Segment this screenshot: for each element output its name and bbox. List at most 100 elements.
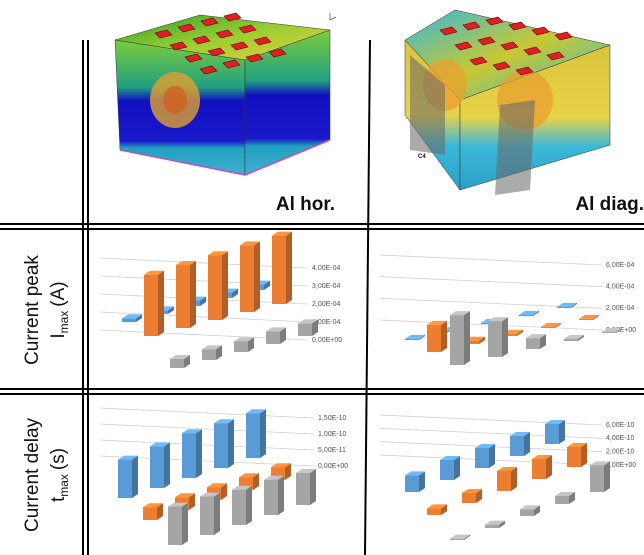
- bar-top: [555, 492, 575, 496]
- bar-side: [280, 327, 286, 344]
- y-tick-label: 2,00E-10: [606, 449, 635, 456]
- table-lines: [0, 39, 644, 555]
- bar-side: [246, 485, 252, 525]
- bar-side: [285, 463, 291, 480]
- bar-side: [189, 493, 195, 510]
- y-tick-label: 1,00E-04: [312, 319, 341, 326]
- bar-top: [271, 463, 291, 468]
- bar: [555, 496, 569, 504]
- bar: [182, 433, 196, 478]
- bar-top: [200, 492, 220, 497]
- bar-top: [427, 320, 447, 325]
- bar: [122, 318, 136, 322]
- bar: [168, 506, 182, 545]
- bar-top: [579, 314, 599, 319]
- bar-top: [240, 241, 260, 246]
- bar-top: [440, 456, 460, 460]
- y-tick-label: 0,00E+00: [606, 327, 636, 334]
- bar-side: [232, 288, 238, 298]
- y-tick-label: 0,00E+00: [312, 337, 342, 344]
- bar: [450, 315, 464, 365]
- grid-line: [379, 427, 603, 439]
- bar: [579, 318, 593, 320]
- bar-top: [143, 503, 163, 508]
- bar-top: [602, 327, 622, 332]
- bar-top: [564, 334, 584, 339]
- bar-side: [476, 489, 482, 503]
- bar-side: [524, 432, 530, 456]
- bar-side: [441, 504, 447, 515]
- bar-side: [196, 429, 202, 478]
- bar: [144, 274, 158, 336]
- grid-line: [99, 423, 315, 435]
- bar-side: [517, 329, 523, 336]
- bar: [541, 326, 555, 328]
- bar-top: [520, 505, 540, 510]
- row-unit: (s): [48, 448, 69, 470]
- bar: [590, 465, 604, 492]
- bar-side: [310, 469, 316, 505]
- bar-top: [497, 467, 517, 471]
- row-subscript: max: [57, 311, 71, 334]
- bar-side: [546, 455, 552, 479]
- y-tick-label: 6,00E-10: [606, 422, 635, 429]
- bar: [405, 475, 419, 492]
- bar-top: [176, 261, 196, 265]
- grid-line: [379, 414, 603, 426]
- bar-top: [122, 314, 142, 319]
- inset-label: C4: [418, 154, 426, 160]
- bar-top: [175, 493, 195, 498]
- bar-side: [540, 334, 546, 349]
- y-tick-label: 4,00E-10: [606, 435, 635, 442]
- bar: [462, 493, 476, 503]
- y-tick-label: 2,00E-04: [606, 305, 635, 312]
- bar: [405, 338, 419, 340]
- bar: [475, 448, 489, 468]
- bar-side: [533, 310, 539, 316]
- bar: [246, 413, 260, 458]
- bar-side: [312, 319, 318, 336]
- grid-line: [99, 439, 315, 451]
- bar: [208, 255, 222, 320]
- bar-side: [182, 502, 188, 545]
- bar-side: [578, 334, 584, 341]
- bar: [510, 436, 524, 456]
- y-tick-label: 0,00E+00: [318, 463, 348, 470]
- bar-top: [462, 489, 482, 493]
- bar-side: [534, 505, 540, 516]
- bar-top: [427, 504, 447, 509]
- column-label: Al diag.: [575, 194, 644, 215]
- bar-top: [557, 302, 577, 307]
- bar-top: [450, 534, 470, 539]
- bar: [143, 507, 157, 520]
- grid-line: [99, 311, 309, 323]
- bar-top: [272, 231, 292, 236]
- bar-side: [555, 322, 561, 328]
- bar-side: [419, 471, 425, 492]
- bar-side: [254, 241, 260, 312]
- bar-side: [489, 444, 495, 468]
- row-label: Imax (A): [48, 281, 71, 338]
- bar-side: [253, 473, 259, 490]
- bar-side: [479, 336, 485, 344]
- bar-top: [485, 520, 505, 525]
- bar-top: [239, 473, 259, 478]
- bar-top: [405, 334, 425, 339]
- bar-top: [207, 483, 227, 488]
- y-tick-label: 0,00E+00: [606, 462, 636, 469]
- bar-side: [136, 314, 142, 322]
- bar-side: [616, 327, 622, 333]
- bar: [545, 424, 559, 444]
- y-tick-label: 3,00E-04: [312, 283, 341, 290]
- simulation-image: C4: [404, 9, 611, 195]
- bar-top: [202, 345, 222, 350]
- bar-top: [182, 429, 202, 434]
- bar-side: [222, 251, 228, 320]
- bar-side: [216, 345, 222, 360]
- bar-top: [519, 310, 539, 315]
- y-tick-label: 1,50E-10: [318, 415, 347, 422]
- y-tick-label: 1,00E-10: [318, 431, 347, 438]
- bar-top: [567, 443, 587, 447]
- bar-top: [296, 469, 316, 473]
